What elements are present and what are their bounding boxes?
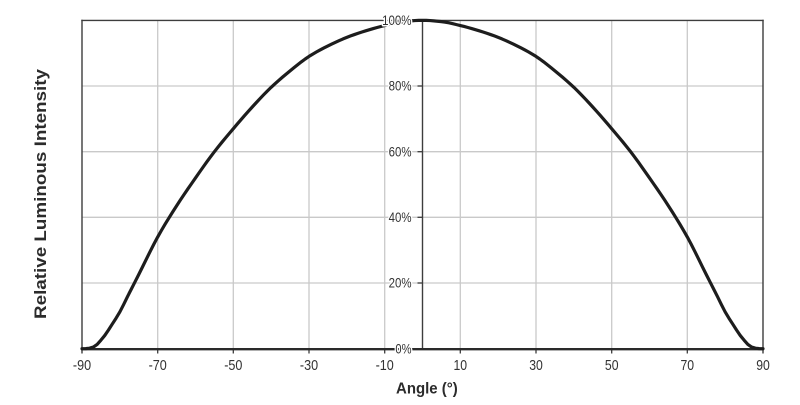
svg-text:80%: 80% — [389, 79, 412, 94]
svg-text:-70: -70 — [149, 357, 167, 374]
svg-text:70: 70 — [681, 357, 695, 374]
svg-text:50: 50 — [605, 357, 619, 374]
svg-text:90: 90 — [756, 357, 770, 374]
svg-text:20%: 20% — [389, 276, 412, 291]
svg-text:10: 10 — [454, 357, 468, 374]
svg-text:100%: 100% — [382, 13, 411, 28]
svg-text:40%: 40% — [389, 210, 412, 225]
svg-text:Angle (°): Angle (°) — [396, 380, 458, 397]
svg-text:60%: 60% — [389, 144, 412, 159]
svg-text:0%: 0% — [395, 341, 411, 356]
svg-text:Relative Luminous Intensity: Relative Luminous Intensity — [31, 68, 50, 319]
svg-text:-10: -10 — [376, 357, 394, 374]
svg-text:-50: -50 — [224, 357, 242, 374]
svg-text:-90: -90 — [73, 357, 91, 374]
svg-text:30: 30 — [529, 357, 543, 374]
svg-text:-30: -30 — [300, 357, 318, 374]
